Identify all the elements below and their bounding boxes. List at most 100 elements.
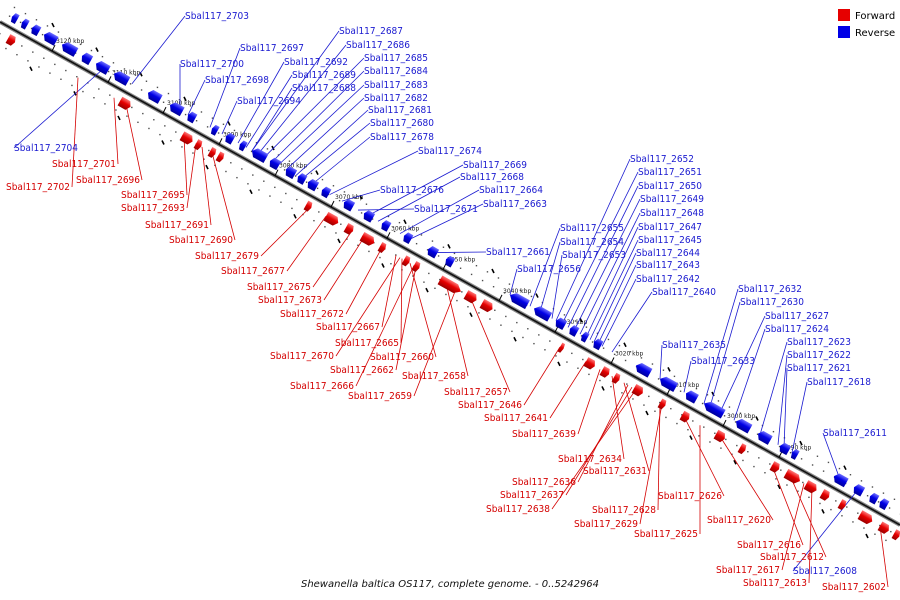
track-dot: [153, 119, 155, 121]
track-dot: [563, 314, 566, 316]
track-dot: [739, 412, 742, 414]
feature-tick: [689, 435, 693, 440]
gene-label: Sbal117_2644: [636, 248, 700, 259]
label-connector: [311, 136, 371, 185]
track-dot: [192, 152, 194, 154]
gene-label: Sbal117_2693: [121, 203, 185, 214]
reverse-gene-arrow: [834, 473, 849, 488]
track-dot: [885, 539, 887, 542]
label-connector: [335, 257, 401, 357]
gene-label: Sbal117_2652: [630, 154, 694, 165]
track-dot: [481, 279, 484, 282]
track-dot: [76, 75, 78, 78]
track-dot: [461, 291, 463, 293]
feature-tick: [447, 244, 451, 249]
reverse-gene-arrow: [238, 140, 248, 152]
label-connector: [551, 254, 563, 319]
reverse-gene-arrow: [187, 111, 198, 124]
axis-tick-label: 3080 kbp: [279, 163, 307, 170]
label-connector: [783, 367, 788, 449]
track-dot: [582, 358, 584, 361]
label-connector: [341, 189, 381, 202]
gene-label: Sbal117_2697: [240, 43, 304, 54]
track-dot: [866, 495, 869, 497]
track-dot: [827, 461, 830, 464]
gene-label: Sbal117_2679: [195, 251, 259, 262]
track-dot: [857, 512, 859, 514]
track-dot: [129, 83, 132, 85]
gene-label: Sbal117_2658: [402, 371, 466, 382]
track-dot: [538, 334, 540, 336]
track-dot: [772, 430, 775, 433]
label-connector: [791, 381, 808, 453]
track-dot: [32, 51, 34, 53]
track-dot: [313, 219, 315, 222]
track-dot: [643, 404, 645, 406]
legend: Forward Reverse: [838, 9, 895, 39]
track-dot: [621, 392, 623, 394]
gene-label: Sbal117_2608: [793, 566, 857, 577]
feature-tick: [469, 312, 473, 318]
track-dot: [195, 120, 198, 122]
label-connector: [399, 189, 480, 234]
track-dot: [250, 150, 253, 153]
legend-reverse-swatch: [838, 26, 850, 38]
gene-label: Sbal117_2692: [284, 57, 348, 68]
track-dot: [181, 146, 183, 148]
gene-label: Sbal117_2643: [636, 260, 700, 271]
track-dot: [835, 500, 837, 502]
reverse-gene-arrow: [853, 484, 866, 497]
reverse-gene-arrow: [343, 199, 356, 212]
label-connector: [271, 70, 365, 163]
gene-label: Sbal117_2617: [716, 565, 780, 576]
gene-label: Sbal117_2673: [258, 295, 322, 306]
track-dot: [890, 530, 892, 533]
label-connector: [579, 212, 641, 335]
track-dot: [508, 283, 511, 285]
gene-label: Sbal117_2685: [364, 53, 428, 64]
track-dot: [687, 429, 689, 431]
track-dot: [305, 181, 308, 183]
forward-gene-arrow: [359, 231, 375, 246]
gene-label: Sbal117_2616: [737, 540, 801, 551]
gene-label: Sbal117_2648: [640, 208, 704, 219]
gene-label: Sbal117_2631: [583, 466, 647, 477]
track-dot: [511, 330, 513, 333]
label-connector: [539, 241, 561, 312]
label-connector: [589, 239, 639, 340]
gene-label: Sbal117_2618: [807, 377, 871, 388]
track-dot: [203, 158, 205, 160]
feature-tick: [95, 47, 99, 53]
track-dot: [360, 212, 363, 214]
gene-label: Sbal117_2682: [364, 93, 428, 104]
track-dot: [874, 533, 876, 535]
track-dot: [211, 117, 214, 119]
track-dot: [720, 447, 722, 449]
gene-label: Sbal117_2700: [180, 59, 244, 70]
forward-gene-arrow: [401, 255, 411, 267]
label-connector: [567, 185, 639, 328]
track-dot: [610, 385, 612, 388]
track-dot: [115, 109, 117, 111]
gene-label: Sbal117_2680: [370, 118, 434, 129]
track-dot: [332, 185, 335, 187]
track-dot: [819, 502, 821, 505]
track-dot: [82, 90, 84, 93]
track-dot: [802, 481, 804, 484]
track-dot: [670, 407, 672, 410]
track-dot: [109, 94, 111, 96]
feature-tick: [425, 287, 429, 293]
track-dot: [588, 373, 590, 376]
track-dot: [769, 463, 771, 465]
label-connector: [131, 15, 186, 85]
forward-gene-arrow: [179, 131, 193, 145]
label-connector: [529, 227, 561, 307]
forward-gene-arrow: [343, 223, 354, 235]
gene-label: Sbal117_2661: [486, 247, 550, 258]
reverse-gene-arrow: [758, 430, 773, 445]
label-connector: [781, 483, 805, 571]
label-connector: [879, 525, 889, 588]
track-dot: [706, 394, 709, 396]
track-dot: [19, 21, 22, 24]
gene-label: Sbal117_2627: [765, 311, 829, 322]
